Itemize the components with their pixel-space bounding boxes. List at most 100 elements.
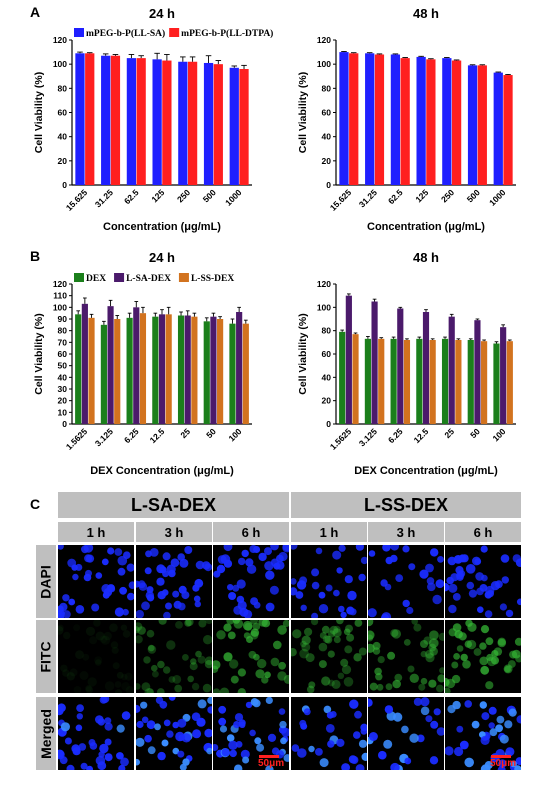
y-axis-label: Cell Viability (%) [33,313,45,395]
y-tick-label: 0 [326,180,331,190]
bar [506,341,513,424]
micrograph-tile [368,620,444,693]
fitc-image [445,620,521,693]
y-tick-label: 80 [58,83,68,93]
y-tick-label: 60 [58,349,68,359]
bar [217,319,224,424]
micrograph-tile [291,697,367,770]
bar [114,319,121,424]
y-tick-label: 80 [322,83,332,93]
legend-label: L-SS-DEX [191,274,234,284]
y-tick-label: 120 [317,279,331,289]
micrograph-tile [58,620,134,693]
y-tick-label: 40 [58,372,68,382]
x-tick-label: 12.5 [412,426,431,445]
row-label-merged: Merged [36,697,56,770]
bar [500,327,507,424]
y-tick-label: 100 [53,302,67,312]
bar [239,69,249,185]
bar [191,316,198,424]
y-tick-label: 0 [62,180,67,190]
x-tick-label: 125 [149,187,166,204]
micrograph-tile [445,620,521,693]
panel-label-b: B [30,248,41,264]
bar [426,59,436,186]
time-header: 1 h [291,522,367,542]
y-axis-label: Cell Viability (%) [297,313,309,395]
legend-swatch [178,273,189,282]
legend-label: mPEG-b-P(LL-DTPA) [181,28,273,39]
dapi-image [445,545,521,618]
legend-swatch [169,28,180,37]
bar [100,324,107,424]
bar [101,55,111,186]
chart-a-48h: 48 h 0 20 40 60 80 100 120 Cell Viability (%) Con… [297,6,516,233]
chart-legend: DEX L-SA-DEX L-SS-DEX [74,273,234,284]
bar [187,61,198,185]
bar [467,340,474,424]
dapi-image [213,545,289,618]
bar [75,53,85,185]
micrograph-tile [213,620,289,693]
y-tick-label: 100 [317,302,331,312]
y-tick-label: 40 [322,372,332,382]
panel-label-c: C [30,496,41,512]
x-tick-label: 6.25 [386,426,405,445]
x-tick-label: 25 [178,426,192,440]
x-tick-label: 250 [175,187,192,204]
scale-bar-label: 50μm [490,758,517,769]
bar [349,53,359,185]
row-label-fitc: FITC [36,620,56,693]
y-tick-label: 60 [322,349,332,359]
bar [236,312,243,424]
chart-title: 48 h [413,250,439,265]
group-header-l-sa-dex: L-SA-DEX [58,492,289,518]
fitc-image [136,620,212,693]
x-tick-label: 3.125 [357,426,379,448]
bar [213,64,223,185]
bar [345,295,352,424]
x-tick-label: 100 [490,426,507,443]
y-axis-label: Cell Viability (%) [297,72,309,154]
y-tick-label: 0 [62,419,67,429]
legend-label: mPEG-b-P(LL-SA) [86,28,165,39]
bar [390,338,397,424]
legend-swatch [74,273,84,282]
x-axis-label: Concentration (μg/mL) [103,221,221,233]
micrograph-tile [291,545,367,618]
y-tick-label: 40 [58,132,68,142]
scale-bar-label: 50μm [258,758,285,769]
x-tick-label: 50 [468,426,482,440]
y-tick-label: 40 [322,132,332,142]
bar [400,58,410,185]
chart-title: 24 h [149,250,175,265]
bar [242,323,249,424]
micrograph-tile [445,545,521,618]
bar [477,65,487,185]
merged-image [213,697,289,770]
bar [493,343,500,424]
fitc-image [213,620,289,693]
legend-swatch [114,273,125,282]
bar [152,59,162,186]
x-tick-label: 500 [201,187,218,204]
x-tick-label: 15.625 [328,187,354,213]
bar [81,303,88,424]
bar [339,52,349,186]
fitc-image [58,620,134,693]
bar [126,317,133,424]
legend-label: DEX [86,274,106,284]
merged-image [136,697,212,770]
bar [422,312,430,424]
bar [133,307,140,424]
bar [397,308,404,424]
chart-legend: mPEG-b-P(LL-SA) mPEG-b-P(LL-DTPA) [74,28,273,39]
y-tick-label: 100 [53,59,67,69]
merged-image [291,697,367,770]
bar [158,314,166,424]
chart-a-24h: 24 h 0 20 40 60 80 100 120 Cell Viability (%) Con… [33,6,273,233]
bar [493,72,503,185]
bar [390,54,401,185]
x-tick-label: 250 [439,187,456,204]
